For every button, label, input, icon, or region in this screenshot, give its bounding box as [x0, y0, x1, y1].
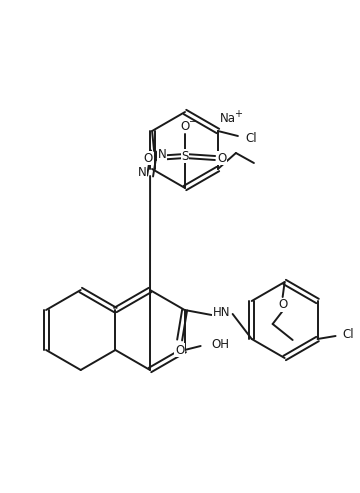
Text: Cl: Cl	[343, 327, 354, 341]
Text: O: O	[180, 119, 190, 133]
Text: N: N	[158, 148, 166, 162]
Text: Cl: Cl	[245, 133, 257, 145]
Text: HN: HN	[213, 307, 230, 319]
Text: +: +	[234, 109, 242, 119]
Text: Na: Na	[220, 111, 236, 125]
Text: O: O	[143, 151, 153, 165]
Text: N: N	[138, 166, 147, 178]
Text: O: O	[175, 344, 184, 356]
Text: O: O	[278, 298, 287, 312]
Text: S: S	[181, 149, 189, 163]
Text: OH: OH	[212, 339, 230, 352]
Text: −: −	[189, 117, 197, 127]
Text: O: O	[217, 151, 227, 165]
